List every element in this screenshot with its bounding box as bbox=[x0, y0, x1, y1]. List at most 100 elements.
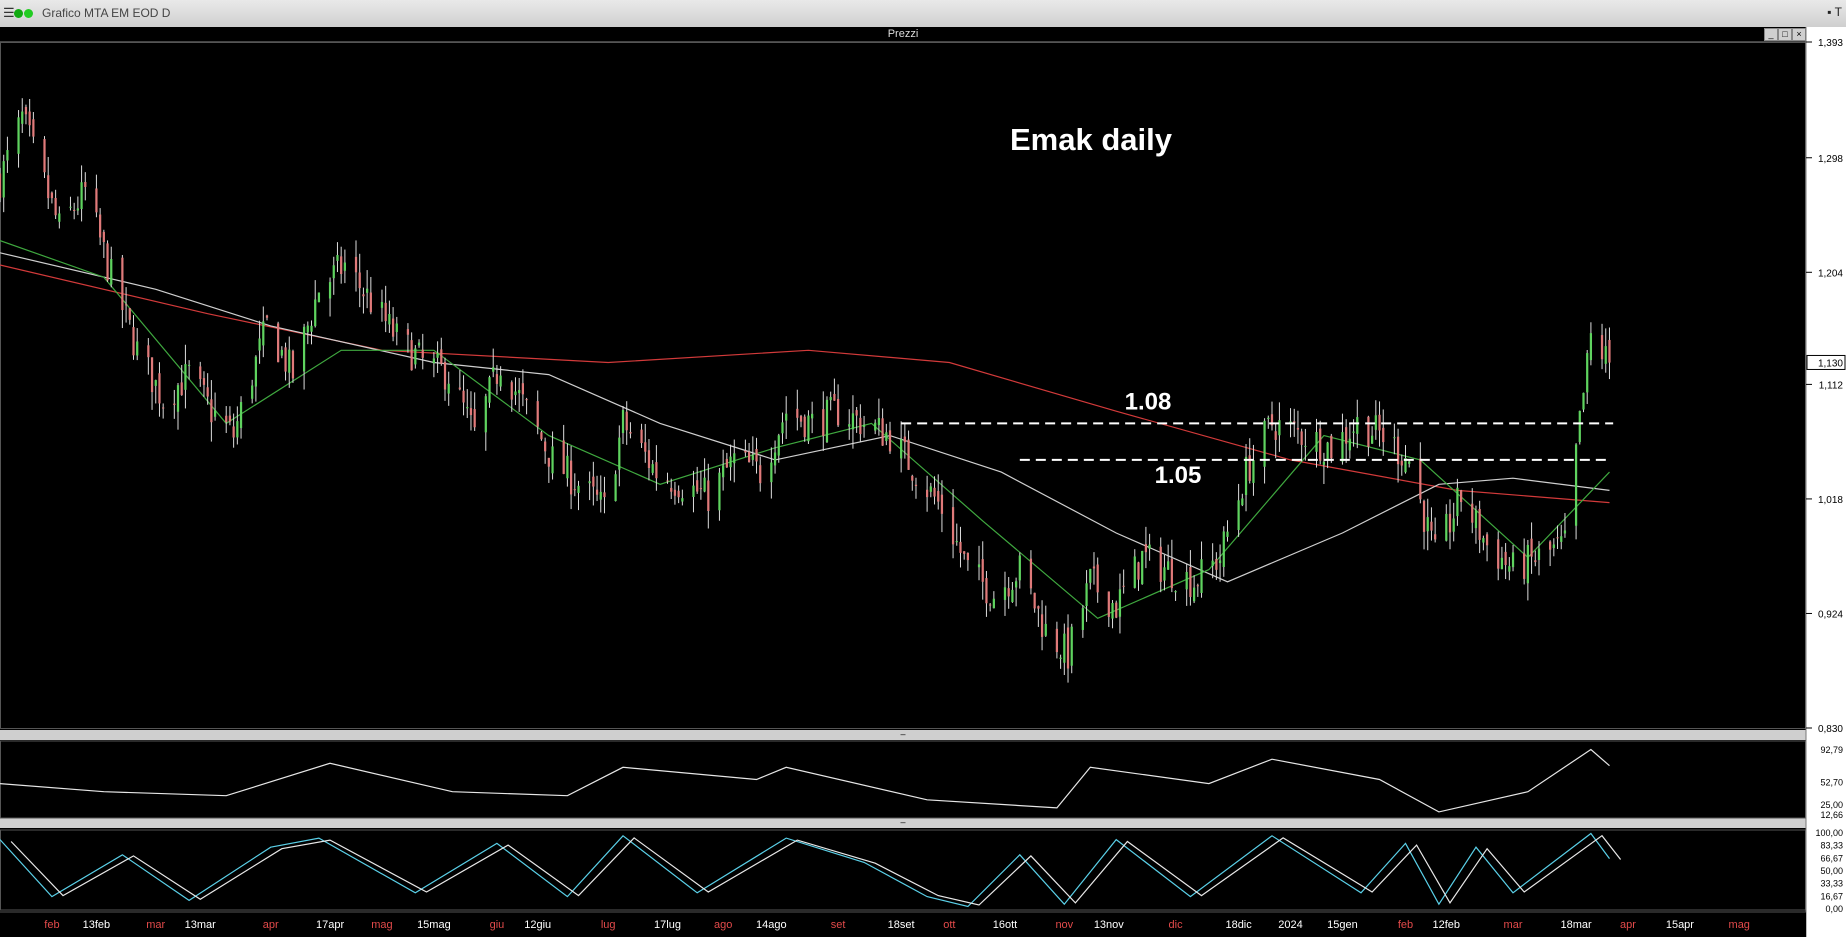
candle-body bbox=[228, 415, 232, 422]
candle-body bbox=[317, 292, 321, 303]
candle-body bbox=[1278, 420, 1281, 436]
candle-body bbox=[1300, 431, 1303, 445]
candle-body bbox=[1549, 541, 1552, 550]
candle-body bbox=[621, 410, 625, 434]
candle-body bbox=[963, 551, 966, 554]
candle-body bbox=[925, 489, 929, 498]
date-axis-label: 12feb bbox=[1433, 919, 1461, 931]
date-axis-label: lug bbox=[601, 919, 616, 931]
window-controls[interactable]: ▪ T bbox=[1827, 5, 1842, 19]
candle-body bbox=[1345, 427, 1348, 444]
candle-body bbox=[1471, 503, 1474, 523]
candle-body bbox=[1537, 548, 1541, 561]
candle-body bbox=[1267, 417, 1270, 420]
candle-body bbox=[1007, 588, 1010, 597]
candle-body bbox=[885, 432, 888, 441]
date-axis-label: 12giu bbox=[524, 919, 551, 931]
candle-body bbox=[21, 111, 24, 124]
ma-slow-line bbox=[0, 264, 1610, 504]
candle-body bbox=[1200, 559, 1203, 593]
candle-body bbox=[1523, 553, 1526, 579]
oscillator-1-border bbox=[0, 740, 1806, 819]
candle-body bbox=[1578, 410, 1581, 443]
oscillator-2-tick-label: 0,00 bbox=[1825, 904, 1843, 914]
oscillator-2-tick-label: 50,00 bbox=[1820, 866, 1843, 876]
candle-body bbox=[366, 288, 369, 293]
oscillator-1-line bbox=[0, 748, 1610, 813]
candle-body bbox=[184, 364, 187, 390]
candle-body bbox=[210, 399, 213, 423]
hamburger-icon[interactable]: ☰ bbox=[3, 5, 15, 20]
candle-body bbox=[17, 117, 20, 154]
candle-body bbox=[354, 256, 358, 273]
candle-body bbox=[50, 192, 54, 199]
candle-body bbox=[206, 387, 209, 397]
date-axis-label: 17apr bbox=[316, 919, 344, 931]
candle-body bbox=[384, 302, 387, 322]
date-axis-label: set bbox=[831, 919, 846, 931]
price-tick-label: 1,204 bbox=[1818, 268, 1843, 279]
candle-body bbox=[929, 486, 932, 492]
candle-body bbox=[1040, 614, 1044, 637]
candle-body bbox=[518, 389, 521, 394]
oscillator-2-border bbox=[0, 829, 1806, 911]
candle-body bbox=[525, 399, 528, 401]
status-green-icon bbox=[14, 9, 23, 18]
candle-body bbox=[1393, 437, 1396, 439]
panel-separator[interactable]: – bbox=[0, 818, 1806, 828]
candle-body bbox=[1341, 432, 1344, 462]
candle-body bbox=[1374, 415, 1377, 430]
candle-body bbox=[989, 604, 992, 606]
candle-body bbox=[1508, 566, 1511, 572]
candle-body bbox=[907, 439, 910, 470]
candle-body bbox=[1478, 508, 1481, 540]
candle-body bbox=[699, 488, 703, 490]
candle-body bbox=[291, 350, 295, 379]
candle-body bbox=[1241, 498, 1244, 506]
window-title: Grafico MTA EM EOD D bbox=[42, 6, 171, 20]
panel-separator[interactable]: – bbox=[0, 730, 1806, 740]
candle-body bbox=[933, 487, 936, 497]
candle-body bbox=[881, 418, 884, 446]
candle-body bbox=[310, 325, 313, 332]
price-tick-label: 0,830 bbox=[1818, 724, 1843, 735]
candle-body bbox=[1293, 421, 1296, 424]
candle-body bbox=[977, 564, 981, 568]
candle-body bbox=[343, 262, 346, 271]
candle-body bbox=[1382, 427, 1385, 443]
candle-body bbox=[755, 448, 758, 462]
candle-body bbox=[121, 257, 124, 311]
candle-body bbox=[644, 442, 647, 452]
candle-body bbox=[1159, 546, 1162, 582]
candle-body bbox=[848, 424, 851, 427]
candle-body bbox=[573, 489, 576, 491]
candle-body bbox=[1400, 460, 1403, 466]
candle-body bbox=[747, 451, 751, 463]
candle-body bbox=[1430, 521, 1433, 531]
date-axis-label: 15gen bbox=[1327, 919, 1358, 931]
restore-icon[interactable]: □ bbox=[1778, 28, 1792, 41]
oscillator-1-tick-label: 12,66 bbox=[1820, 810, 1843, 820]
candle-body bbox=[1367, 416, 1370, 447]
candle-body bbox=[1270, 414, 1274, 426]
candle-body bbox=[132, 327, 135, 356]
candle-body bbox=[6, 150, 9, 161]
candle-body bbox=[358, 272, 361, 289]
candle-body bbox=[655, 462, 658, 479]
candle-body bbox=[58, 213, 61, 222]
candle-body bbox=[1500, 557, 1504, 570]
candle-body bbox=[410, 340, 413, 371]
candle-body bbox=[521, 383, 524, 395]
candle-body bbox=[1096, 564, 1099, 593]
candle-body bbox=[718, 472, 721, 511]
minimize-icon[interactable]: _ bbox=[1764, 28, 1778, 41]
candle-body bbox=[499, 375, 502, 387]
date-axis-label: ott bbox=[943, 919, 955, 931]
oscillator-2-signal-line bbox=[10, 834, 1622, 906]
date-axis-label: 13mar bbox=[185, 919, 217, 931]
candle-body bbox=[73, 209, 76, 211]
candle-body bbox=[158, 373, 161, 404]
candle-body bbox=[225, 415, 228, 423]
chart-title: Emak daily bbox=[1010, 122, 1173, 157]
